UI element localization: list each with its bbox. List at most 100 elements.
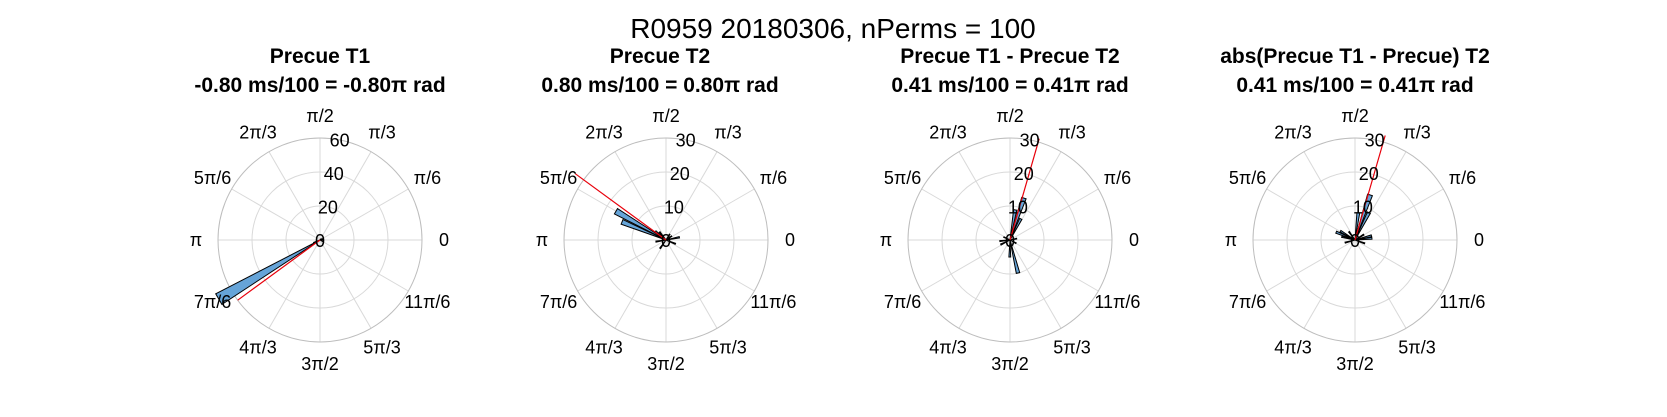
angle-gridline bbox=[665, 151, 718, 241]
polar-plot-2: Precue T2 0.80 ms/100 = 0.80π rad 10 20 30… bbox=[536, 45, 797, 374]
mean-angle-line bbox=[1009, 138, 1040, 241]
angle-gridline bbox=[319, 239, 409, 292]
histogram-bin bbox=[1347, 230, 1356, 241]
angle-gridline bbox=[1354, 239, 1444, 292]
angle-tick-label: 7π/6 bbox=[1229, 292, 1266, 312]
angle-gridline bbox=[1009, 239, 1062, 329]
radius-tick-label: 20 bbox=[1359, 164, 1379, 184]
angle-tick-label: π bbox=[190, 230, 202, 250]
angle-tick-label: 7π/6 bbox=[540, 292, 577, 312]
angle-tick-label: π/6 bbox=[414, 168, 441, 188]
angle-tick-label: π/3 bbox=[1058, 123, 1085, 143]
radius-gridline bbox=[1286, 171, 1424, 309]
angle-tick-label: 0 bbox=[439, 230, 449, 250]
angle-tick-label: π/6 bbox=[1104, 168, 1131, 188]
angle-tick-label: π/3 bbox=[368, 123, 395, 143]
angle-gridline bbox=[1009, 239, 1099, 292]
mean-angle-line bbox=[1354, 135, 1386, 241]
radius-tick-label: 0 bbox=[661, 231, 671, 251]
angle-gridline bbox=[921, 188, 1011, 241]
angle-tick-label: π/3 bbox=[1403, 123, 1430, 143]
angle-tick-label: 11π/6 bbox=[1439, 292, 1485, 312]
histogram-bin bbox=[665, 233, 671, 241]
radius-tick-label: 20 bbox=[318, 198, 338, 218]
angle-tick-label: 4π/3 bbox=[239, 337, 276, 357]
angle-gridline bbox=[1266, 239, 1356, 292]
histogram-bin bbox=[1009, 217, 1023, 241]
angle-gridline bbox=[614, 239, 667, 329]
angle-gridline bbox=[1354, 239, 1407, 329]
radius-gridline bbox=[1320, 205, 1390, 275]
polar-axes: 20 40 60 0 0 π/6 π/3 π/2 2π/3 5π/6 π 7π/6 4π/3 3π/2 5π… bbox=[190, 106, 451, 374]
mean-angle-line bbox=[237, 239, 321, 301]
figure-title: R0959 20180306, nPerms = 100 bbox=[630, 13, 1036, 44]
radius-tick-label: 20 bbox=[670, 164, 690, 184]
angle-gridline bbox=[958, 151, 1011, 241]
angle-gridline bbox=[958, 239, 1011, 329]
angle-tick-label: 3π/2 bbox=[647, 354, 684, 374]
angle-gridline bbox=[319, 151, 372, 241]
plot-subtitle: 0.41 ms/100 = 0.41π rad bbox=[891, 74, 1128, 97]
radius-tick-label: 30 bbox=[1365, 131, 1385, 151]
angle-gridline bbox=[268, 151, 321, 241]
histogram-bin bbox=[658, 239, 667, 250]
histogram-bin bbox=[613, 207, 667, 241]
histogram-bin bbox=[1003, 236, 1011, 241]
radius-gridline bbox=[631, 205, 701, 275]
radius-gridline bbox=[1252, 137, 1458, 343]
angle-tick-label: 5π/6 bbox=[540, 168, 577, 188]
angle-tick-label: 5π/3 bbox=[363, 337, 400, 357]
histogram-bin bbox=[1354, 211, 1371, 241]
angle-gridline bbox=[1009, 188, 1099, 241]
histogram-bin bbox=[999, 239, 1011, 243]
angle-tick-label: π bbox=[536, 230, 548, 250]
histogram-bin bbox=[1354, 236, 1373, 241]
angle-gridline bbox=[231, 188, 321, 241]
radius-tick-label: 30 bbox=[676, 131, 696, 151]
histogram-bin bbox=[1354, 212, 1361, 241]
histogram-bin bbox=[1008, 239, 1012, 258]
angle-tick-label: π/6 bbox=[1449, 168, 1476, 188]
radius-gridline bbox=[941, 171, 1079, 309]
angle-tick-label: 5π/3 bbox=[709, 337, 746, 357]
plot-subtitle: 0.41 ms/100 = 0.41π rad bbox=[1236, 74, 1473, 97]
radius-gridline bbox=[285, 205, 355, 275]
radius-gridline bbox=[217, 137, 423, 343]
radius-gridline bbox=[597, 171, 735, 309]
radius-gridline bbox=[251, 171, 389, 309]
polar-axes: 10 20 30 0 0 π/6 π/3 π/2 2π/3 5π/6 π 7π/6 4π/3 3π/2 5π… bbox=[880, 106, 1141, 374]
angle-tick-label: 5π/6 bbox=[1229, 168, 1266, 188]
radius-tick-label: 0 bbox=[1350, 231, 1360, 251]
histogram-bin bbox=[1344, 239, 1356, 244]
angle-gridline bbox=[665, 239, 718, 329]
angle-tick-label: π/2 bbox=[996, 106, 1023, 126]
histogram-bin bbox=[658, 230, 667, 241]
angle-tick-label: π/2 bbox=[306, 106, 333, 126]
plot-title: Precue T1 bbox=[270, 45, 371, 68]
histogram-bin bbox=[1009, 239, 1017, 245]
plot-subtitle: 0.80 ms/100 = 0.80π rad bbox=[541, 74, 778, 97]
polar-plot-1: Precue T1 -0.80 ms/100 = -0.80π rad 20 40… bbox=[190, 45, 451, 374]
angle-tick-label: 4π/3 bbox=[929, 337, 966, 357]
angle-tick-label: 0 bbox=[1129, 230, 1139, 250]
angle-gridline bbox=[921, 239, 1011, 292]
angle-tick-label: 7π/6 bbox=[194, 292, 231, 312]
angle-tick-label: 2π/3 bbox=[929, 123, 966, 143]
histogram-bin bbox=[319, 237, 322, 241]
radius-tick-label: 0 bbox=[1005, 231, 1015, 251]
angle-tick-label: 5π/6 bbox=[194, 168, 231, 188]
angle-tick-label: 11π/6 bbox=[404, 292, 450, 312]
histogram-bin bbox=[665, 239, 677, 245]
radius-tick-label: 10 bbox=[664, 198, 684, 218]
angle-tick-label: 5π/6 bbox=[884, 168, 921, 188]
angle-tick-label: π/2 bbox=[1341, 106, 1368, 126]
mean-angle-line bbox=[575, 173, 667, 241]
angle-tick-label: 3π/2 bbox=[1336, 354, 1373, 374]
plot-title: abs(Precue T1 - Precue) T2 bbox=[1220, 45, 1490, 68]
angle-gridline bbox=[1303, 239, 1356, 329]
radius-gridline bbox=[975, 205, 1045, 275]
angle-gridline bbox=[665, 239, 755, 292]
plot-title: Precue T1 - Precue T2 bbox=[900, 45, 1119, 68]
histogram-bin bbox=[665, 235, 673, 241]
